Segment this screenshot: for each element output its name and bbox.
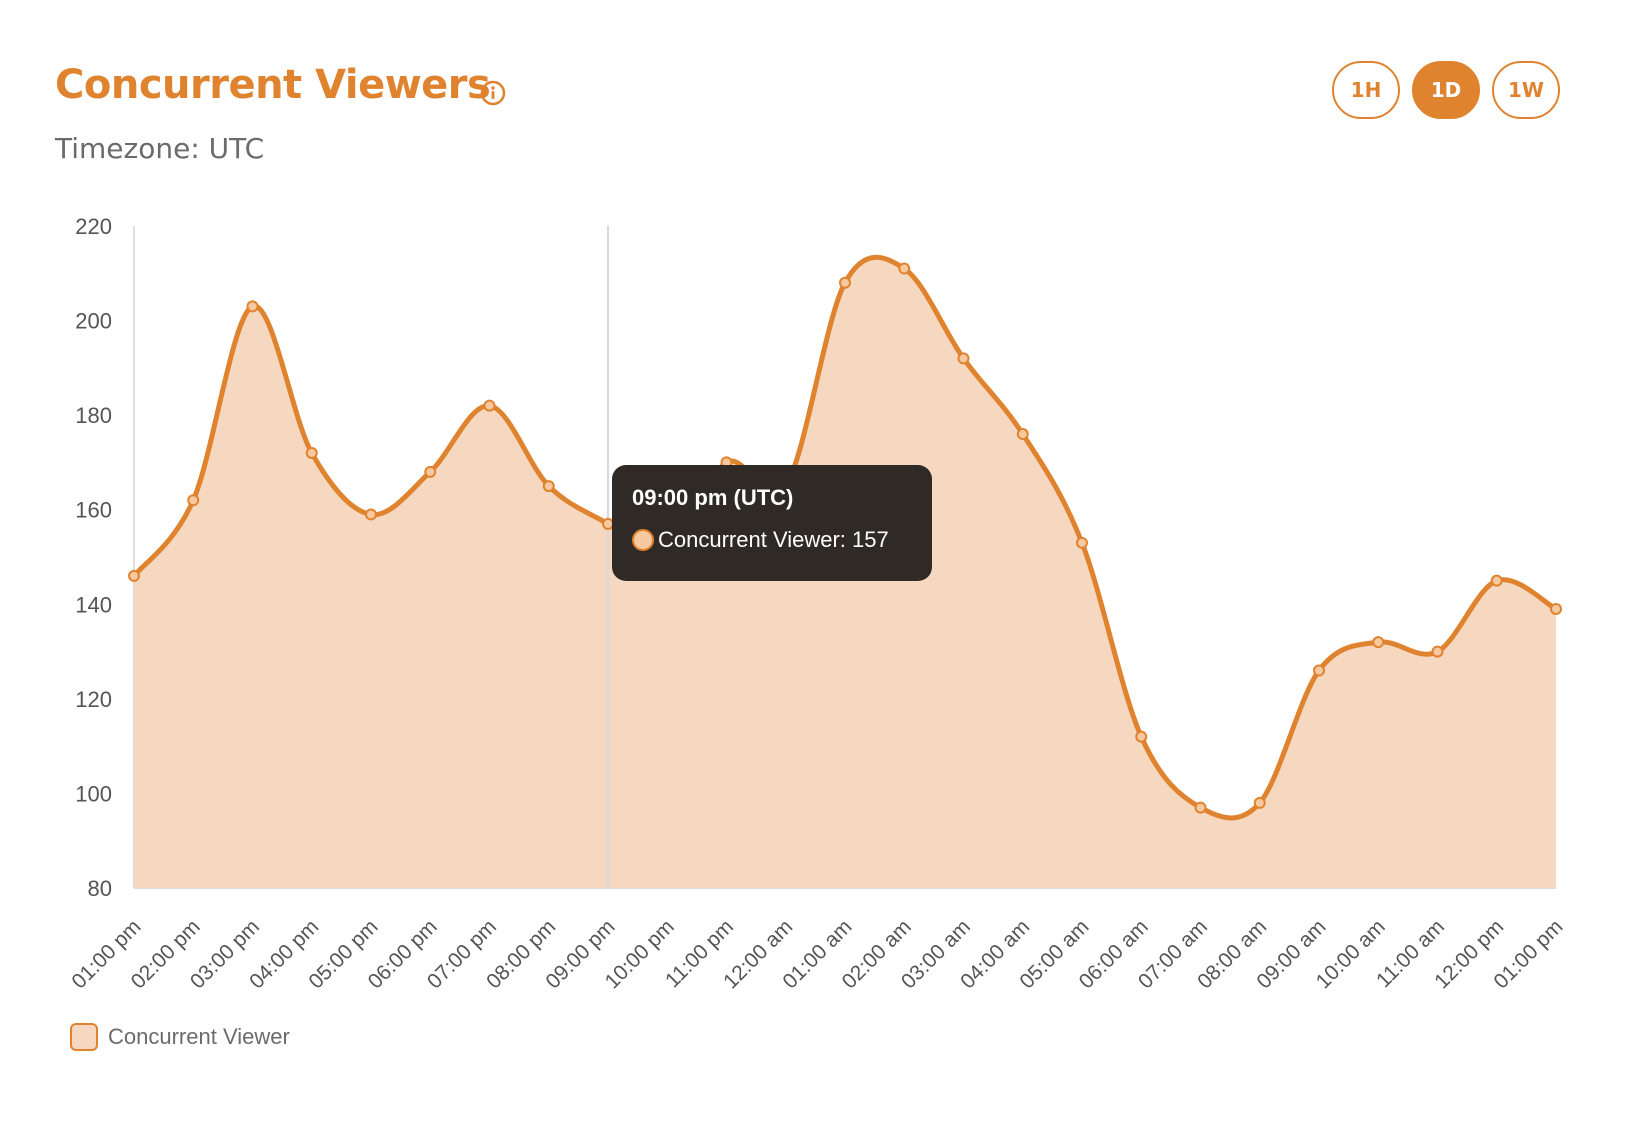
data-point <box>1194 801 1207 814</box>
series-line <box>132 254 1558 821</box>
data-point <box>246 300 259 313</box>
tooltip-value: Concurrent Viewer: 157 <box>658 527 889 552</box>
data-point <box>1372 636 1385 649</box>
data-point <box>483 399 496 412</box>
data-point <box>957 352 970 365</box>
legend-swatch <box>70 1023 98 1051</box>
y-tick-label: 180 <box>75 403 112 428</box>
y-tick-label: 120 <box>75 687 112 712</box>
y-tick-label: 100 <box>75 781 112 806</box>
data-point <box>1431 645 1444 658</box>
info-circle-icon[interactable] <box>480 80 506 106</box>
data-point <box>1253 796 1266 809</box>
tooltip-marker-icon <box>632 529 654 551</box>
range-button-1w[interactable]: 1W <box>1492 61 1560 119</box>
y-tick-label: 200 <box>75 309 112 334</box>
data-point <box>898 262 911 275</box>
tooltip-row: Concurrent Viewer: 157 <box>632 527 912 553</box>
data-point <box>424 465 437 478</box>
range-button-1h[interactable]: 1H <box>1332 61 1400 119</box>
data-point <box>1550 603 1562 616</box>
data-point <box>365 508 377 521</box>
y-tick-label: 160 <box>75 498 112 523</box>
timezone-label: Timezone: UTC <box>55 132 265 165</box>
y-tick-label: 220 <box>75 214 112 239</box>
data-point <box>305 446 318 459</box>
data-point <box>187 494 200 507</box>
data-point <box>1135 730 1148 743</box>
y-tick-label: 80 <box>88 876 112 901</box>
data-point <box>1076 536 1088 549</box>
chart-title: Concurrent Viewers <box>55 62 491 108</box>
data-point <box>1016 428 1029 441</box>
data-point <box>542 480 555 493</box>
data-point <box>1313 664 1325 677</box>
range-button-1d[interactable]: 1D <box>1412 61 1480 119</box>
data-point <box>128 569 140 582</box>
tooltip-title: 09:00 pm (UTC) <box>632 485 794 510</box>
data-point <box>1490 574 1503 587</box>
legend-label: Concurrent Viewer <box>108 1024 290 1049</box>
y-tick-label: 140 <box>75 592 112 617</box>
chart-tooltip: 09:00 pm (UTC) Concurrent Viewer: 157 <box>612 465 932 581</box>
data-point <box>839 276 851 289</box>
chart-legend[interactable]: Concurrent Viewer <box>70 1023 290 1051</box>
